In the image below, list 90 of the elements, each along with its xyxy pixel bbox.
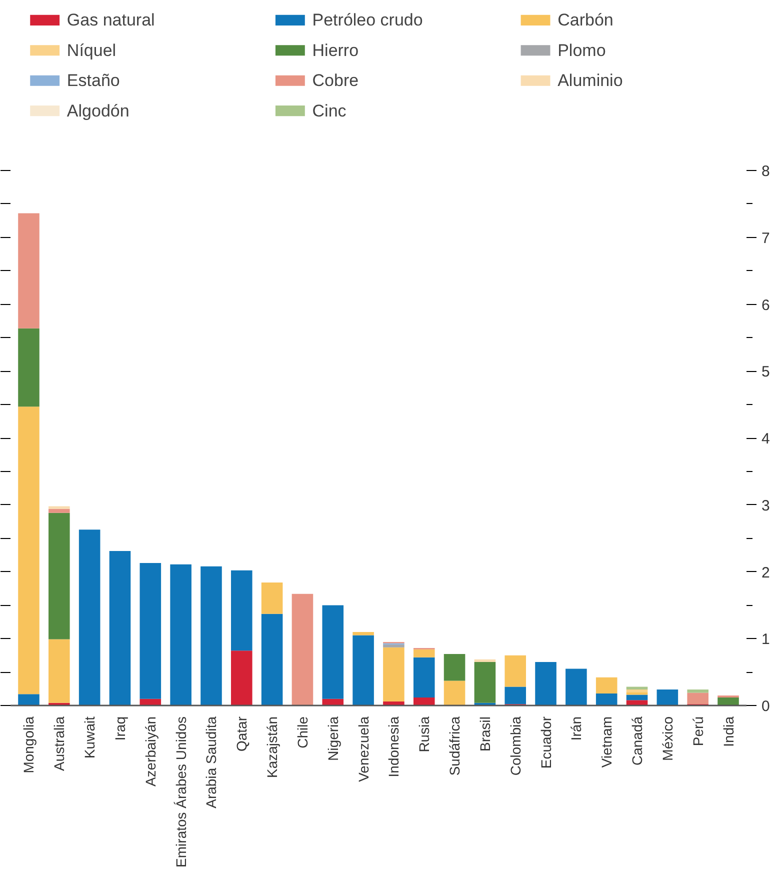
legend-label: Carbón bbox=[558, 10, 614, 30]
bar bbox=[626, 700, 648, 706]
bar bbox=[261, 614, 283, 706]
x-tick-label: Irán bbox=[568, 716, 584, 741]
legend-label: Estaño bbox=[66, 71, 120, 90]
bar bbox=[292, 594, 314, 706]
bar bbox=[474, 662, 496, 703]
bar bbox=[413, 649, 435, 658]
bar bbox=[352, 635, 374, 706]
x-tick-label: Rusia bbox=[416, 716, 432, 752]
y-tick-label: 8 bbox=[762, 163, 770, 180]
bar bbox=[78, 530, 100, 706]
bar bbox=[718, 697, 739, 706]
bar bbox=[48, 506, 70, 509]
bar bbox=[48, 639, 70, 703]
legend-label: Algodón bbox=[66, 101, 130, 120]
bar bbox=[596, 677, 618, 694]
x-tick-label: Sudáfrica bbox=[446, 716, 463, 776]
bar bbox=[322, 698, 344, 706]
bar bbox=[444, 654, 466, 681]
bar bbox=[535, 662, 556, 706]
y-tick-label: 4 bbox=[762, 430, 770, 448]
x-tick-label: Mongolia bbox=[20, 716, 37, 774]
bar bbox=[383, 647, 404, 702]
bar bbox=[200, 566, 222, 706]
bar bbox=[444, 680, 466, 706]
bar bbox=[109, 551, 131, 706]
bar bbox=[383, 644, 404, 648]
bar bbox=[687, 689, 708, 693]
y-tick-label: 1 bbox=[762, 631, 770, 648]
legend-label: Petróleo crudo bbox=[312, 10, 423, 30]
y-tick-label: 7 bbox=[762, 230, 770, 247]
bar bbox=[18, 694, 40, 706]
y-tick-label: 2 bbox=[762, 564, 770, 582]
legend-label: Cobre bbox=[312, 71, 359, 90]
bar bbox=[626, 686, 648, 690]
bar bbox=[352, 632, 374, 636]
x-tick-label: Iraq bbox=[112, 716, 128, 741]
x-tick-label: Venezuela bbox=[355, 716, 372, 782]
x-tick-label: Qatar bbox=[234, 716, 250, 752]
x-tick-label: Canadá bbox=[629, 716, 646, 766]
bar bbox=[261, 582, 283, 614]
bar bbox=[170, 564, 192, 706]
legend-label: Gas natural bbox=[66, 10, 155, 30]
y-tick-label: 3 bbox=[762, 497, 770, 514]
bar bbox=[230, 650, 252, 706]
bar bbox=[18, 328, 40, 407]
legend-label: Níquel bbox=[66, 40, 116, 60]
x-tick-label: Indonesia bbox=[386, 716, 402, 778]
bar bbox=[504, 686, 526, 704]
bar bbox=[48, 508, 70, 513]
bar bbox=[687, 692, 708, 704]
bar bbox=[656, 689, 678, 706]
bar bbox=[140, 563, 162, 699]
bar bbox=[18, 406, 40, 694]
x-tick-label: India bbox=[720, 716, 736, 747]
bar bbox=[596, 693, 618, 706]
bar bbox=[504, 655, 526, 687]
y-tick-label: 5 bbox=[762, 364, 770, 381]
legend-label: Aluminio bbox=[558, 71, 623, 90]
x-tick-label: Perú bbox=[690, 716, 706, 746]
x-tick-label: Nigeria bbox=[324, 716, 341, 761]
bar bbox=[322, 605, 344, 699]
x-tick-label: Ecuador bbox=[538, 716, 554, 769]
x-tick-label: Chile bbox=[294, 716, 310, 748]
bar bbox=[413, 697, 435, 706]
y-tick-label: 0 bbox=[762, 698, 770, 715]
bar bbox=[230, 570, 252, 651]
bar bbox=[626, 689, 648, 692]
x-tick-label: Vietnam bbox=[598, 716, 615, 768]
bar bbox=[626, 692, 648, 695]
bar bbox=[413, 657, 435, 698]
bar bbox=[566, 668, 587, 706]
bar bbox=[48, 512, 70, 640]
x-tick-label: Kuwait bbox=[82, 716, 98, 759]
legend-label: Hierro bbox=[312, 40, 359, 60]
legend-label: Plomo bbox=[558, 40, 606, 60]
y-tick-label: 6 bbox=[762, 296, 770, 314]
x-tick-label: Australia bbox=[51, 716, 68, 771]
x-tick-label: Azerbaiyán bbox=[142, 716, 158, 787]
x-tick-label: Emiratos Árabes Unidos bbox=[172, 716, 189, 868]
x-tick-label: México bbox=[659, 716, 676, 761]
bar bbox=[18, 213, 40, 328]
legend-label: Cinc bbox=[312, 101, 347, 120]
x-tick-label: Kazajstán bbox=[264, 716, 280, 778]
bar bbox=[626, 694, 648, 700]
x-tick-label: Brasil bbox=[476, 716, 493, 752]
x-tick-label: Arabia Saudita bbox=[203, 716, 220, 808]
bar bbox=[474, 659, 496, 662]
x-tick-label: Colombia bbox=[507, 716, 524, 776]
